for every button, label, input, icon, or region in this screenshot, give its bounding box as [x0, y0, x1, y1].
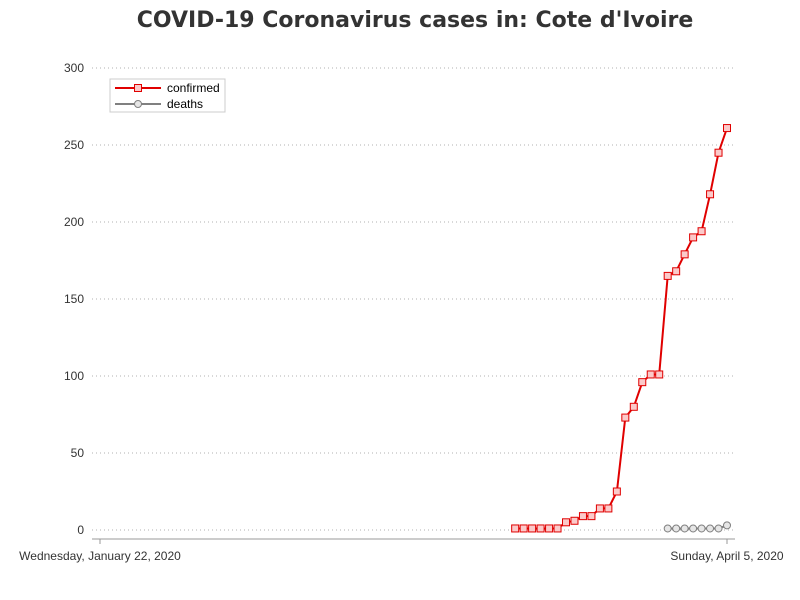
data-point-confirmed [672, 267, 681, 276]
data-point-confirmed [553, 524, 562, 533]
data-point-deaths [672, 524, 681, 533]
axes [92, 538, 735, 544]
data-point-confirmed [570, 516, 579, 525]
y-tick-labels: 0 50 100 150 200 250 300 [64, 61, 84, 537]
series-line-confirmed [515, 127, 728, 530]
data-point-confirmed [595, 504, 604, 513]
data-point-deaths [714, 524, 723, 533]
x-tick-labels: Wednesday, January 22, 2020 Sunday, April… [19, 549, 784, 563]
y-tick-label: 250 [64, 138, 84, 152]
data-point-confirmed [714, 148, 723, 157]
data-point-confirmed [587, 512, 596, 521]
data-point-confirmed [723, 124, 731, 133]
data-point-confirmed [604, 504, 613, 513]
series-confirmed [511, 124, 731, 533]
data-point-confirmed [680, 250, 689, 259]
data-point-confirmed [562, 518, 571, 527]
legend-confirmed-marker [134, 84, 142, 92]
data-point-confirmed [511, 524, 520, 533]
legend-deaths-label: deaths [167, 97, 203, 111]
data-point-confirmed [706, 190, 715, 199]
data-point-deaths [697, 524, 706, 533]
legend-confirmed-label: confirmed [167, 81, 220, 95]
y-tick-label: 50 [71, 446, 85, 460]
data-point-confirmed [655, 370, 664, 379]
x-tick-label: Sunday, April 5, 2020 [670, 549, 784, 563]
chart-title: COVID-19 Coronavirus cases in: Cote d'Iv… [136, 8, 694, 33]
data-point-confirmed [528, 524, 537, 533]
data-point-confirmed [519, 524, 528, 533]
grid-lines [92, 67, 735, 531]
data-point-confirmed [663, 271, 672, 280]
data-point-confirmed [689, 233, 698, 242]
legend: confirmed deaths [109, 78, 226, 113]
y-tick-label: 100 [64, 369, 84, 383]
x-tick-label: Wednesday, January 22, 2020 [19, 549, 181, 563]
data-point-confirmed [646, 370, 655, 379]
data-point-confirmed [545, 524, 554, 533]
data-point-confirmed [629, 402, 638, 411]
data-point-deaths [680, 524, 689, 533]
legend-box [109, 78, 226, 113]
data-point-deaths [723, 521, 731, 530]
y-tick-label: 300 [64, 61, 84, 75]
data-point-deaths [689, 524, 698, 533]
data-point-deaths [663, 524, 672, 533]
data-point-confirmed [621, 413, 630, 422]
series-deaths [663, 521, 731, 533]
y-tick-label: 150 [64, 292, 84, 306]
data-point-confirmed [578, 512, 587, 521]
data-point-confirmed [612, 487, 621, 496]
series-layer [511, 124, 731, 533]
data-point-confirmed [536, 524, 545, 533]
data-point-confirmed [697, 227, 706, 236]
y-tick-label: 0 [77, 523, 84, 537]
y-tick-label: 200 [64, 215, 84, 229]
legend-deaths-marker [134, 100, 142, 108]
data-point-deaths [706, 524, 715, 533]
data-point-confirmed [638, 378, 647, 387]
